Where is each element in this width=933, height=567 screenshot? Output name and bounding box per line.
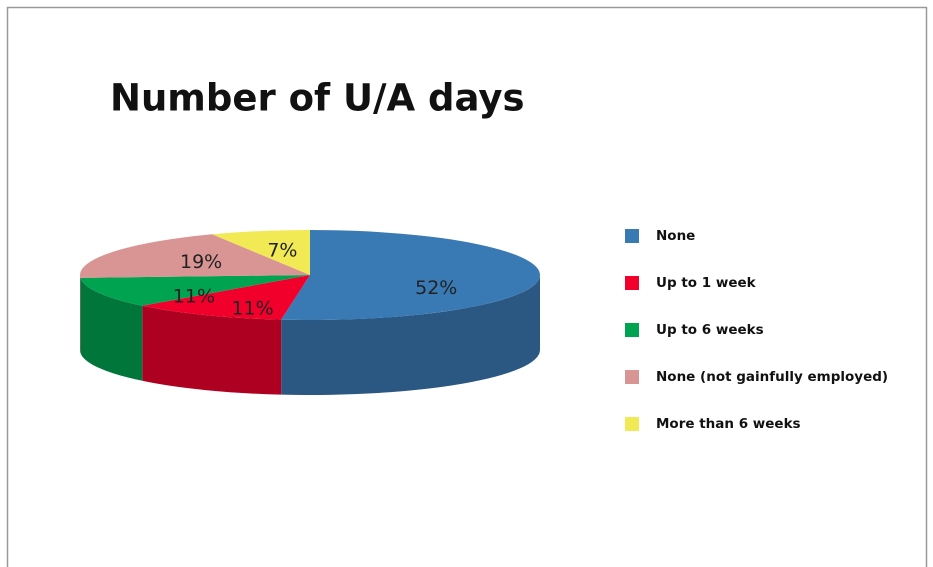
slice-top: [212, 230, 310, 275]
data-label: 11%: [173, 285, 215, 307]
legend-label: More than 6 weeks: [656, 416, 801, 432]
slice-side: [80, 277, 143, 381]
slice: [142, 275, 310, 395]
slice: [212, 230, 310, 275]
data-label: 19%: [180, 251, 222, 273]
data-label: 11%: [231, 298, 273, 320]
slice-top: [79, 234, 310, 278]
legend-label: Up to 1 week: [656, 275, 757, 291]
slice-side: [142, 305, 282, 395]
legend-label: Up to 6 weeks: [656, 322, 764, 338]
chart-title: Number of U/A days: [110, 77, 525, 120]
slice: [79, 234, 310, 353]
slice-top: [142, 275, 310, 320]
legend-swatch: [625, 276, 639, 290]
legend-swatch: [625, 323, 639, 337]
legend-label: None: [656, 228, 695, 244]
legend-swatch: [625, 370, 639, 384]
legend-swatch: [625, 417, 639, 431]
frame: [6, 6, 928, 567]
legend-label: None (not gainfully employed): [656, 369, 888, 385]
slice-side: [281, 275, 540, 395]
slice-top: [281, 230, 540, 320]
data-label: 7%: [267, 239, 297, 261]
data-label: 52%: [415, 277, 457, 299]
slice-top: [80, 275, 310, 306]
slice: [281, 230, 540, 395]
slice: [80, 275, 310, 381]
legend-swatch: [625, 229, 639, 243]
